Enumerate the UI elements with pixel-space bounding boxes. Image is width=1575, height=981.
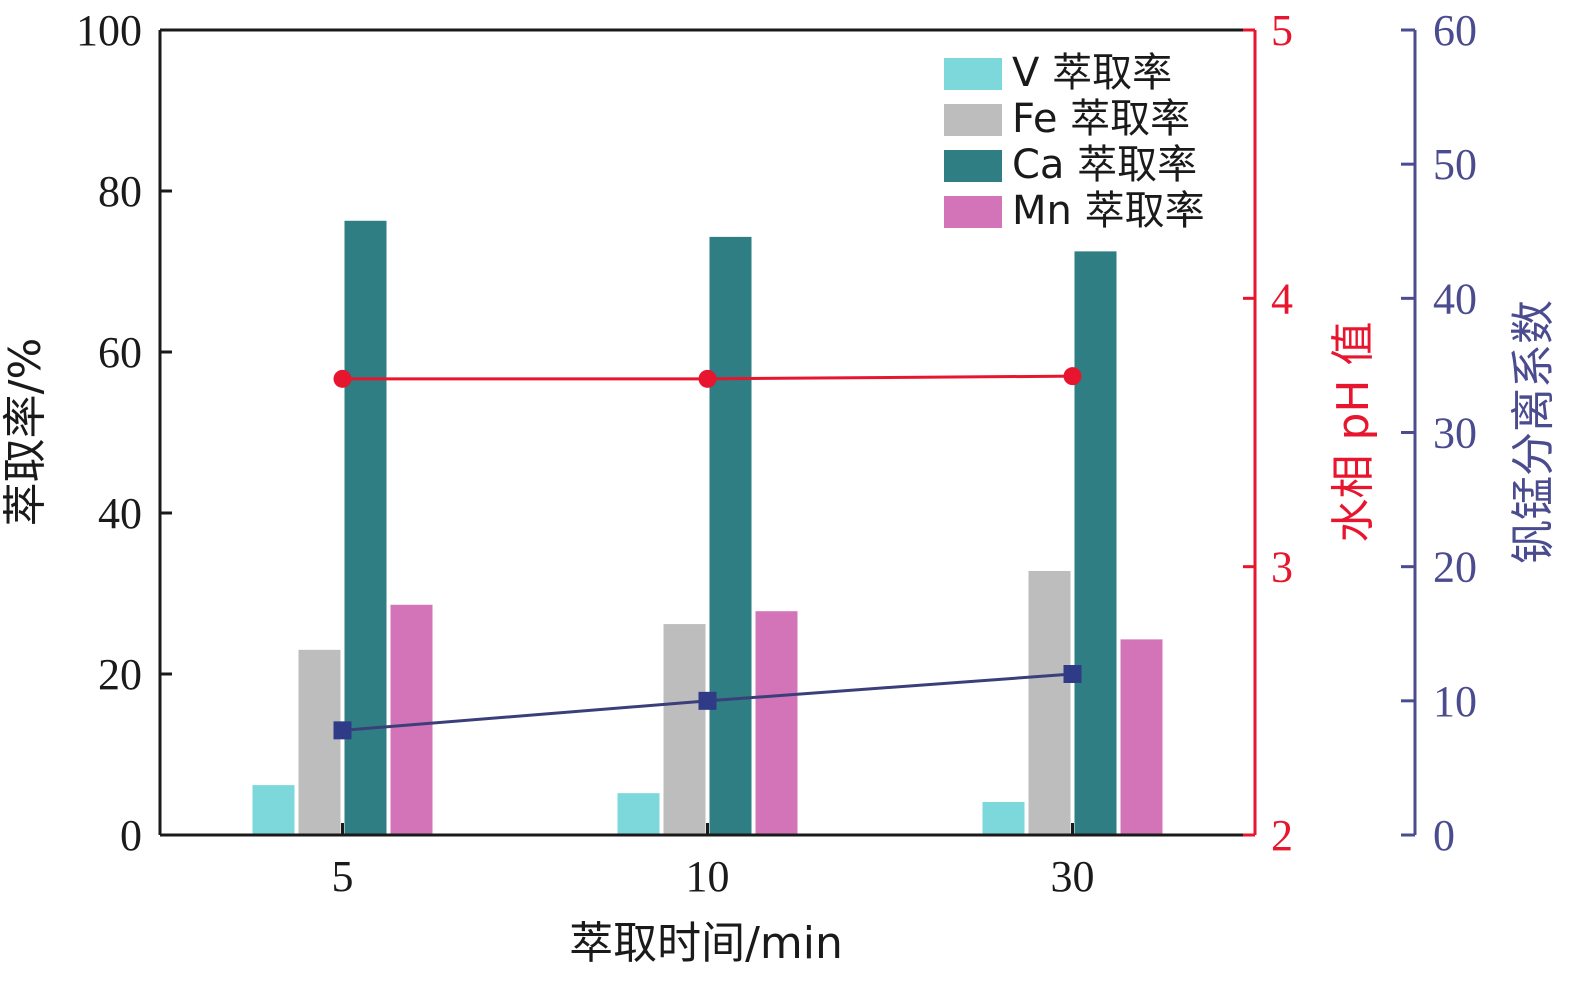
legend-swatch-ca [944,150,1002,182]
point-sep-0 [333,721,352,740]
bar-2-1 [709,236,752,835]
ph-tick-label-1: 3 [1271,543,1293,592]
ph-tick-label-0: 2 [1271,811,1293,860]
sep-tick-label-0: 0 [1433,811,1455,860]
bar-1-2 [1028,570,1071,835]
sep-tick-label-3: 30 [1433,409,1477,458]
y-tick-label-1: 20 [98,650,142,699]
bar-2-0 [344,220,387,835]
y-tick-label-3: 60 [98,328,142,377]
legend-label-v: V 萃取率 [1012,50,1172,96]
bar-0-0 [252,785,295,835]
x-tick-label-2: 30 [1051,852,1095,901]
x-tick-label-0: 5 [332,852,354,901]
point-sep-2 [1063,665,1082,683]
y-tick-label-5: 100 [76,6,142,55]
bar-2-2 [1074,251,1117,835]
legend-label-mn: Mn 萃取率 [1012,188,1205,234]
point-ph-2 [1063,367,1082,386]
bars-layer [252,220,1163,835]
bar-3-0 [390,604,433,835]
bar-1-0 [298,649,341,835]
sep-tick-label-5: 50 [1433,140,1477,189]
bar-3-1 [755,611,798,835]
lines-layer [333,367,1082,740]
bar-0-2 [982,801,1025,835]
ph-tick-label-2: 4 [1271,274,1293,323]
point-ph-1 [698,369,717,388]
legend-swatch-fe [944,104,1002,136]
sep-tick-label-4: 40 [1433,274,1477,323]
ph-axis-title: 水相 pH 值 [1328,322,1379,543]
sep-tick-label-1: 10 [1433,677,1477,726]
sep-axis-title: 钒锰分离系数 [1508,300,1559,564]
sep-tick-label-6: 60 [1433,6,1477,55]
x-axis-title: 萃取时间/min [569,918,843,969]
sep-tick-label-2: 20 [1433,543,1477,592]
legend-label-ca: Ca 萃取率 [1012,142,1197,188]
point-sep-1 [698,691,717,710]
y-tick-label-4: 80 [98,167,142,216]
y-axis-title: 萃取率/% [0,338,51,527]
point-ph-0 [333,369,352,388]
legend-swatch-v [944,58,1002,90]
legend: V 萃取率 Fe 萃取率 Ca 萃取率 Mn 萃取率 [944,50,1205,234]
x-tick-label-1: 10 [686,852,730,901]
y-tick-label-2: 40 [98,489,142,538]
ph-tick-label-3: 5 [1271,6,1293,55]
legend-swatch-mn [944,196,1002,228]
y-tick-label-0: 0 [120,811,142,860]
bar-0-1 [617,793,660,835]
legend-label-fe: Fe 萃取率 [1012,96,1190,142]
bar-3-2 [1120,639,1163,835]
bar-1-1 [663,624,706,835]
